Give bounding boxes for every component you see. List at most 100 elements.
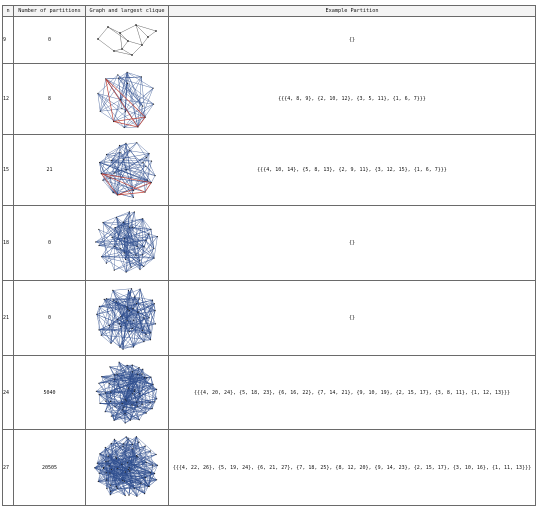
table-row: 12 8 {{{4, 8, 9}, {2, 10, 12}, {3, 5, 11… <box>2 63 536 135</box>
graph-vertex <box>121 108 123 110</box>
graph-edge <box>97 74 118 94</box>
graph-edge <box>105 447 111 495</box>
graph-edge <box>109 177 152 183</box>
graph-edge <box>120 317 150 327</box>
graph-edge <box>112 166 147 193</box>
graph-edge <box>111 393 140 417</box>
graph-edge <box>106 472 110 474</box>
graph-edge <box>101 173 134 191</box>
graph-edge <box>96 314 146 335</box>
partition-table: n Number of partitions Graph and largest… <box>2 5 536 506</box>
graph-edge <box>123 252 126 260</box>
graph-vertex <box>129 419 131 421</box>
graph-edge <box>119 145 148 181</box>
graph-edge <box>106 298 112 344</box>
graph-edge <box>118 362 140 394</box>
graph-vertex <box>122 221 125 223</box>
graph-edge <box>132 448 138 497</box>
graph-vertex <box>140 482 142 484</box>
graph-edge <box>114 412 147 421</box>
graph-vertex <box>122 445 124 447</box>
graph-vertex <box>125 258 127 261</box>
graph-vertex <box>139 393 141 395</box>
graph-edge <box>117 74 128 84</box>
graph-edge <box>129 467 157 481</box>
graph-vertex <box>115 456 117 458</box>
row-partition-count: 0 <box>13 280 86 356</box>
graph-vertex <box>125 142 127 144</box>
graph-vertex <box>152 87 154 89</box>
row-example-partition: {{{4, 20, 24}, {5, 18, 23}, {6, 16, 22},… <box>168 355 536 430</box>
graph-vertex <box>128 211 130 213</box>
graph-edge <box>113 371 133 421</box>
graph-edge <box>105 77 119 80</box>
graph-edge <box>110 443 112 492</box>
graph-vertex <box>136 455 138 457</box>
graph-edge <box>123 221 149 235</box>
graph-vertex <box>107 455 109 457</box>
graph-vertex <box>130 266 132 268</box>
graph-vertex <box>154 323 157 325</box>
graph-vertex <box>137 373 139 375</box>
graph-edge <box>99 298 140 307</box>
graph-vertex <box>110 442 112 445</box>
graph-vertex <box>98 244 100 247</box>
graph-vertex <box>156 236 158 238</box>
graph-edge <box>126 308 134 321</box>
header-partition-count: Number of partitions <box>13 5 86 17</box>
graph-edge <box>98 481 126 496</box>
graph-vertex <box>113 438 115 440</box>
graph-vertex <box>124 398 126 400</box>
graph-edge <box>102 222 121 249</box>
graph-image <box>96 288 157 350</box>
graph-edge <box>134 296 153 301</box>
graph-edge <box>119 145 130 151</box>
graph-edge <box>142 303 155 331</box>
graph-edge <box>107 26 129 42</box>
graph-vertex <box>113 50 115 52</box>
graph-edge <box>142 218 147 241</box>
graph-vertex <box>132 196 134 198</box>
graph-edge <box>118 362 127 401</box>
graph-edge <box>111 143 127 161</box>
graph-edge <box>124 456 138 482</box>
row-example-partition: {} <box>168 280 536 356</box>
graph-edge <box>126 288 132 321</box>
clique-edge <box>113 116 146 122</box>
graph-edge <box>124 413 140 421</box>
graph-vertex <box>110 342 112 344</box>
graph-edge <box>111 160 152 162</box>
graph-image <box>95 211 158 273</box>
graph-edge <box>123 443 133 445</box>
clique-edge <box>137 116 146 128</box>
graph-vertex <box>119 346 121 348</box>
graph-edge <box>98 377 147 384</box>
graph-vertex <box>109 177 111 179</box>
graph-vertex <box>155 453 157 456</box>
graph-edge <box>97 93 114 122</box>
graph-edge <box>109 316 121 326</box>
graph-edge <box>112 299 128 321</box>
graph-edge <box>126 72 154 89</box>
graph-edge <box>97 463 145 494</box>
row-n: 9 <box>2 16 14 64</box>
graph-vertex <box>100 173 102 175</box>
header-example-partition: Example Partition <box>168 5 536 17</box>
table-row: 9 0 {} <box>2 16 536 64</box>
graph-edge <box>122 480 149 487</box>
graph-edge <box>145 240 155 259</box>
graph-vertex <box>151 299 154 301</box>
row-n: 27 <box>2 429 14 506</box>
graph-vertex <box>114 227 116 229</box>
graph-vertex <box>129 226 131 228</box>
graph-edge <box>136 401 143 405</box>
graph-edge <box>151 401 156 409</box>
graph-edge <box>98 383 106 394</box>
row-partition-count: 21 <box>13 134 86 206</box>
graph-edge <box>134 389 151 403</box>
graph-edge <box>98 365 128 384</box>
graph-edge <box>97 93 101 112</box>
graph-edge <box>117 179 148 196</box>
graph-vertex <box>134 389 136 391</box>
graph-edge <box>104 298 140 300</box>
